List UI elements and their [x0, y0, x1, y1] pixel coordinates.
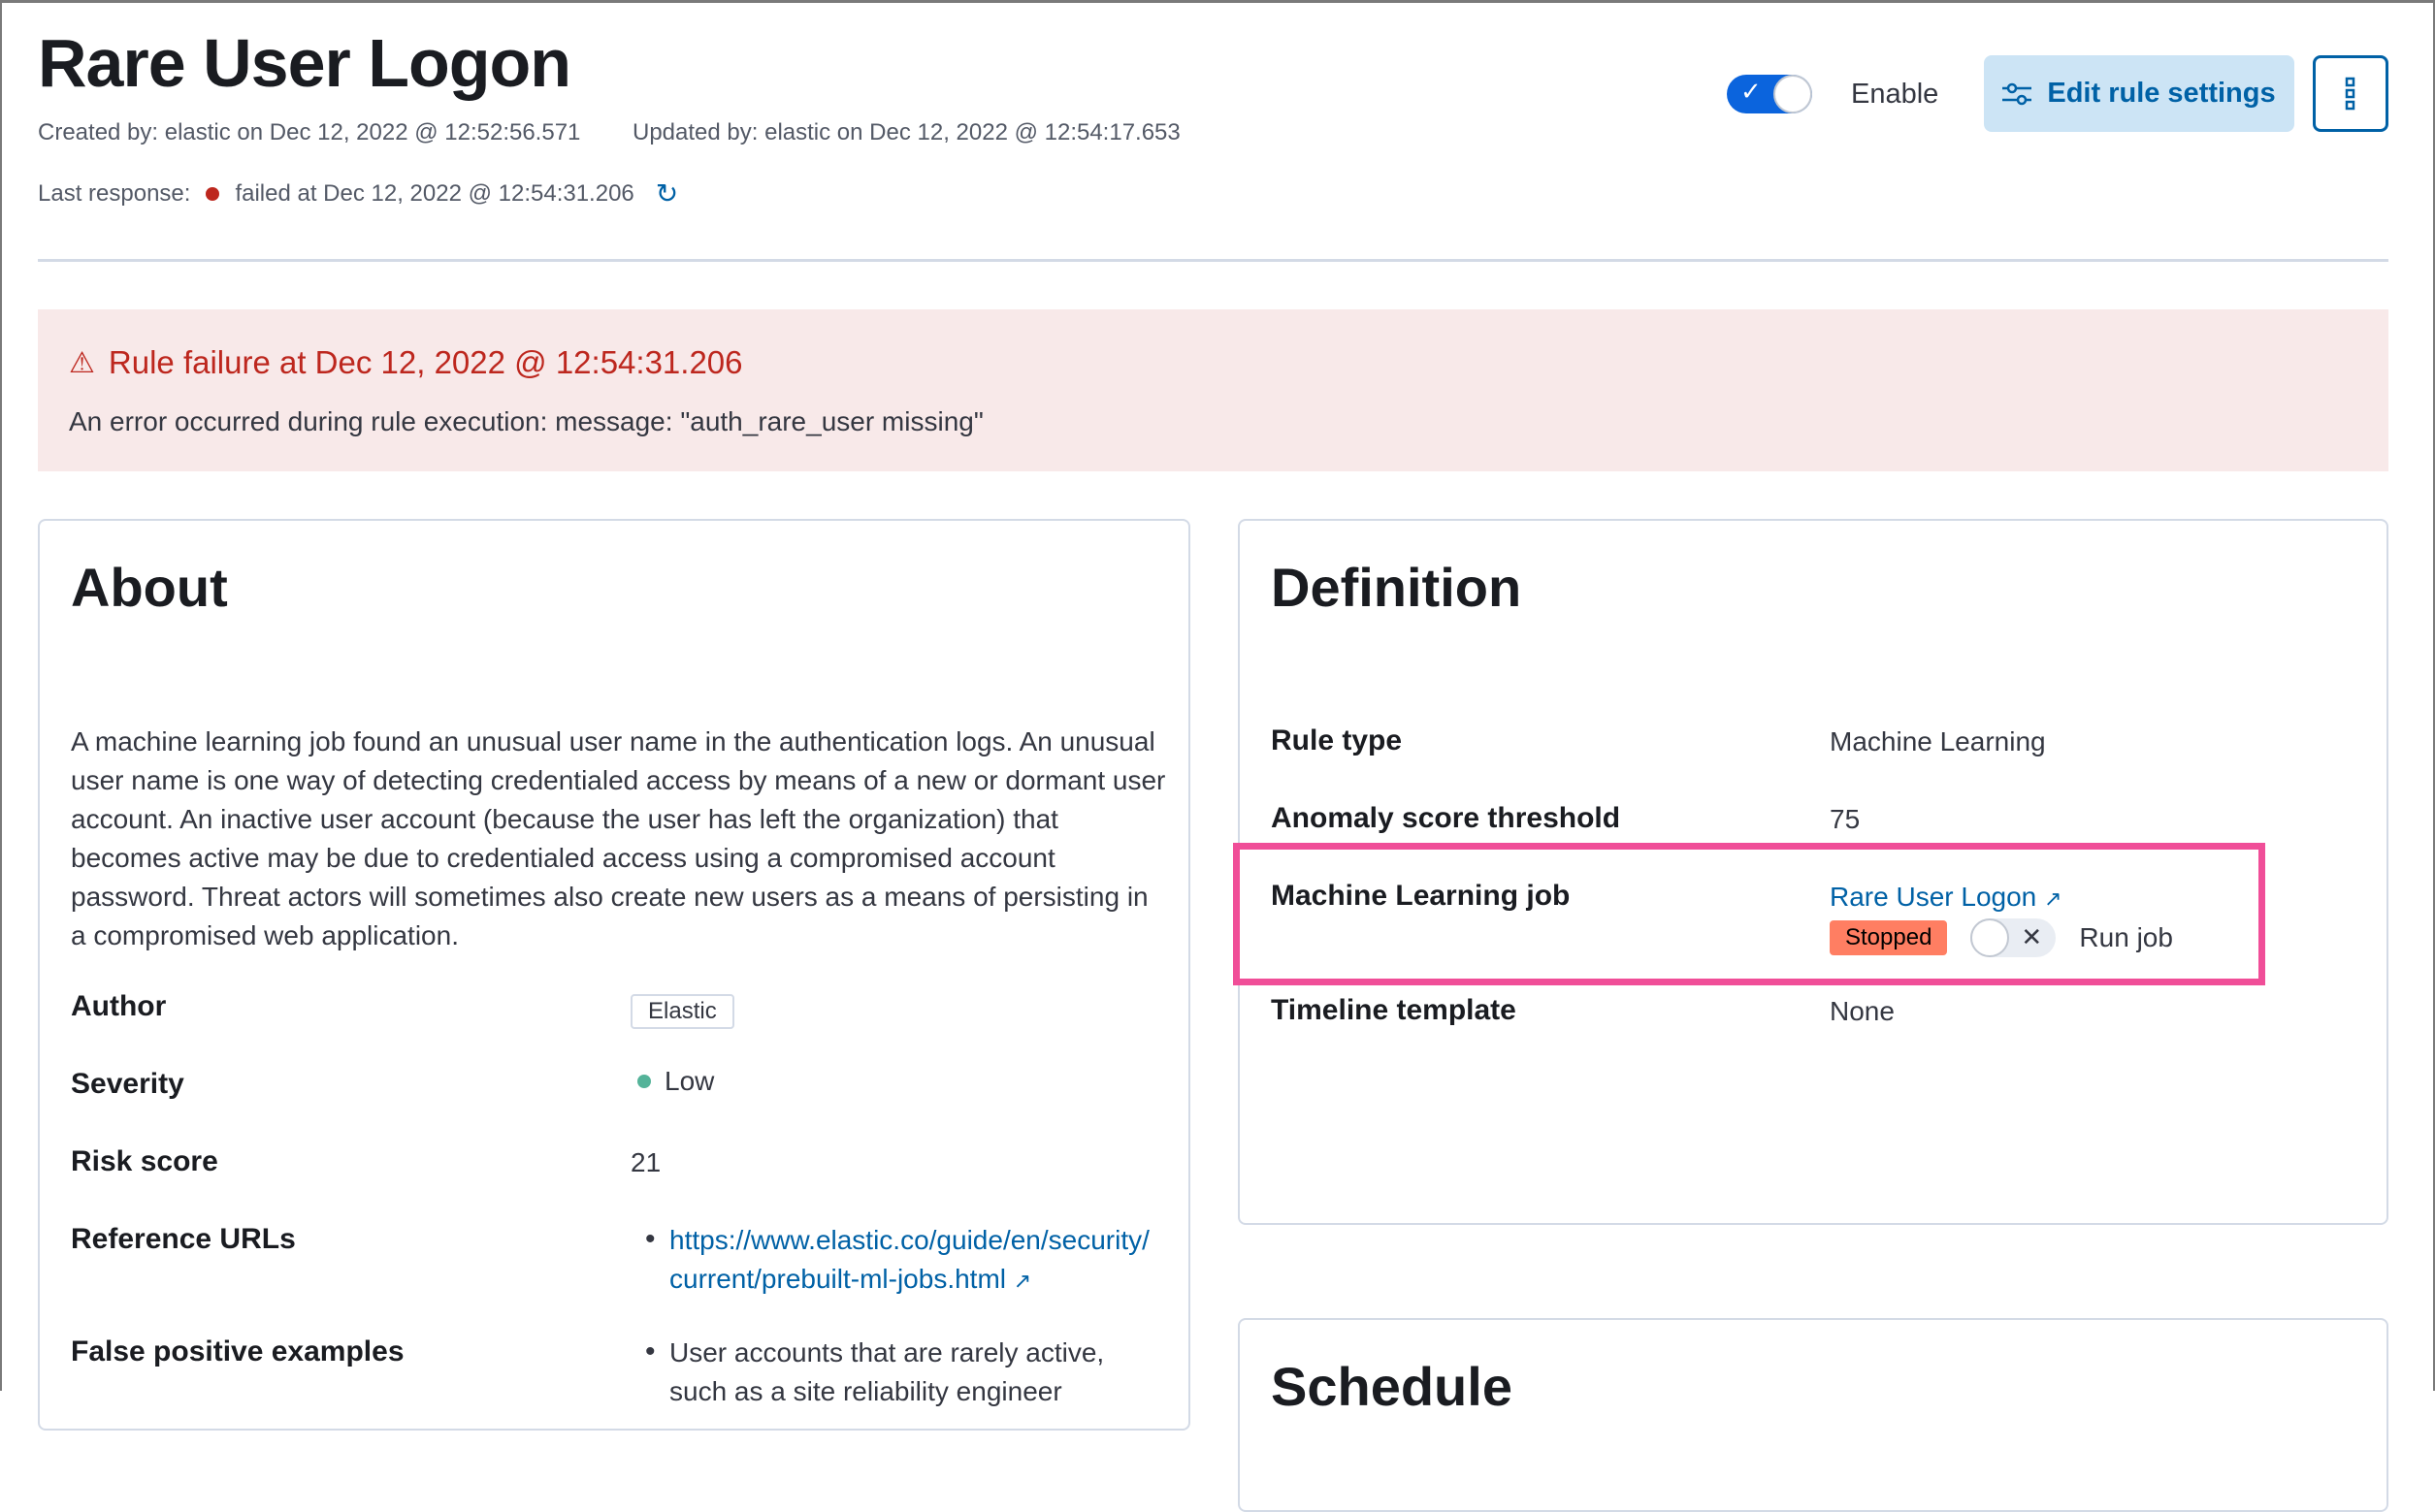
ml-job-controls: Stopped ✕ Run job [1830, 918, 2173, 957]
risk-score-value: 21 [631, 1147, 662, 1177]
rule-type-value: Machine Learning [1830, 726, 2046, 756]
job-status-badge: Stopped [1830, 920, 1948, 955]
severity-value: Low [637, 1066, 714, 1097]
false-positive-label: False positive examples [71, 1335, 405, 1367]
anomaly-threshold-label: Anomaly score threshold [1271, 802, 1621, 834]
external-link-icon: ↗ [1013, 1269, 1032, 1293]
false-positive-item: User accounts that are rarely active, su… [669, 1337, 1105, 1406]
rule-type-label: Rule type [1271, 724, 1403, 756]
severity-dot-icon [637, 1075, 651, 1088]
rule-failure-callout: ⚠ Rule failure at Dec 12, 2022 @ 12:54:3… [38, 309, 2388, 471]
refresh-icon[interactable]: ↻ [655, 178, 679, 209]
risk-score-label: Risk score [71, 1145, 218, 1177]
warning-icon: ⚠ [69, 346, 95, 379]
edit-rule-settings-button[interactable]: Edit rule settings [1984, 55, 2294, 132]
run-job-label: Run job [2079, 922, 2173, 952]
status-dot-icon [206, 186, 220, 201]
enable-label: Enable [1851, 79, 1939, 110]
toggle-knob [1970, 918, 2010, 957]
ml-job-highlight [1233, 843, 2265, 985]
reference-url-text[interactable]: https://www.elastic.co/guide/en/security… [669, 1225, 1150, 1294]
anomaly-threshold-value: 75 [1830, 804, 1861, 834]
reference-url-link[interactable]: https://www.elastic.co/guide/en/security… [669, 1221, 1154, 1301]
severity-text: Low [665, 1066, 715, 1096]
created-by: Created by: elastic on Dec 12, 2022 @ 12… [38, 119, 581, 145]
last-response-value: failed at Dec 12, 2022 @ 12:54:31.206 [235, 179, 634, 207]
last-response: Last response: failed at Dec 12, 2022 @ … [38, 177, 678, 209]
page-title: Rare User Logon [38, 25, 571, 101]
divider [38, 259, 2388, 262]
enable-toggle[interactable]: ✓ [1727, 75, 1812, 113]
author-badge: Elastic [631, 994, 734, 1029]
schedule-heading: Schedule [1271, 1356, 1512, 1417]
ml-job-link-text[interactable]: Rare User Logon [1830, 882, 2037, 912]
about-heading: About [71, 557, 228, 618]
run-job-toggle[interactable]: ✕ [1970, 918, 2057, 957]
callout-header: ⚠ Rule failure at Dec 12, 2022 @ 12:54:3… [69, 344, 743, 381]
updated-by: Updated by: elastic on Dec 12, 2022 @ 12… [633, 119, 1181, 145]
external-link-icon: ↗ [2044, 886, 2062, 911]
severity-label: Severity [71, 1068, 184, 1100]
schedule-panel: Schedule [1238, 1318, 2388, 1512]
callout-message: An error occurred during rule execution:… [69, 406, 984, 436]
edit-rule-settings-label: Edit rule settings [2047, 78, 2276, 109]
last-response-label: Last response: [38, 179, 191, 207]
timeline-template-label: Timeline template [1271, 994, 1516, 1026]
boxes-vertical-icon [2345, 77, 2355, 110]
more-actions-button[interactable] [2313, 55, 2388, 132]
reference-urls-label: Reference URLs [71, 1223, 296, 1255]
definition-panel: Definition Rule type Machine Learning An… [1238, 519, 2388, 1225]
bullet: • [645, 1223, 656, 1255]
ml-job-link[interactable]: Rare User Logon ↗ [1830, 882, 2062, 913]
ml-job-label: Machine Learning job [1271, 880, 1571, 912]
about-description: A machine learning job found an unusual … [71, 726, 1166, 950]
bullet: • [645, 1335, 656, 1367]
timeline-template-value: None [1830, 996, 1895, 1026]
toggle-knob [1773, 75, 1812, 113]
author-label: Author [71, 990, 167, 1022]
definition-heading: Definition [1271, 557, 1522, 618]
about-panel: About A machine learning job found an un… [38, 519, 1190, 1431]
callout-title: Rule failure at Dec 12, 2022 @ 12:54:31.… [108, 344, 743, 380]
check-icon: ✓ [1740, 77, 1762, 106]
cross-icon: ✕ [2021, 922, 2043, 951]
sliders-icon [2002, 82, 2032, 105]
